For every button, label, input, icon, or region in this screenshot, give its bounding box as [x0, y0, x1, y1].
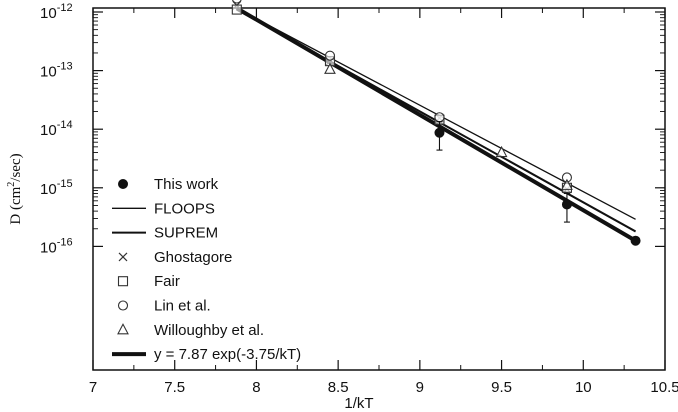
y-tick-label: 10-14	[40, 119, 73, 139]
x-tick-label: 10	[575, 379, 592, 396]
legend-item: SUPREM	[112, 225, 218, 242]
data-point	[434, 112, 445, 123]
legend-label: SUPREM	[154, 225, 218, 242]
data-point	[117, 300, 129, 311]
y-tick-label: 10-16	[40, 236, 73, 256]
x-tick-label: 7	[89, 379, 97, 396]
data-point	[117, 323, 129, 335]
data-point	[495, 145, 508, 158]
x-tick-label: 9.5	[491, 379, 512, 396]
x-tick-label: 9	[416, 379, 424, 396]
data-point	[117, 276, 129, 287]
data-point	[630, 235, 641, 246]
data-point	[118, 252, 128, 262]
legend-item: FLOOPS	[112, 200, 215, 217]
x-tick-label: 7.5	[164, 379, 185, 396]
x-tick-label: 10.5	[650, 379, 678, 396]
data-point	[324, 50, 336, 61]
legend-item: Ghostagore	[118, 249, 232, 266]
data-point	[231, 0, 242, 4]
legend-label: FLOOPS	[154, 200, 215, 217]
legend-label: Lin et al.	[154, 298, 211, 315]
legend-item: Lin et al.	[117, 298, 211, 315]
legend: This work FLOOPS SUPREM Ghostagore Fair Lin e…	[112, 176, 301, 363]
y-tick-label: 10-13	[40, 61, 73, 81]
data-point	[561, 178, 573, 190]
legend-label: This work	[154, 176, 219, 193]
legend-label: Ghostagore	[154, 249, 232, 266]
y-tick-label: 10-12	[40, 2, 73, 22]
data-point	[231, 4, 242, 15]
data-point	[118, 179, 128, 189]
data-point	[324, 62, 336, 74]
legend-item: Willoughby et al.	[117, 322, 264, 339]
legend-item: y = 7.87 exp(-3.75/kT)	[112, 346, 301, 363]
x-tick-label: 8	[252, 379, 260, 396]
legend-item: Fair	[117, 273, 180, 290]
legend-item: This work	[118, 176, 219, 193]
legend-label: Fair	[154, 273, 180, 290]
y-tick-label: 10-15	[40, 178, 73, 198]
legend-label: Willoughby et al.	[154, 322, 264, 339]
x-tick-label: 8.5	[328, 379, 349, 396]
data-point	[561, 199, 572, 210]
x-axis-label: 1/kT	[344, 395, 373, 412]
legend-label: y = 7.87 exp(-3.75/kT)	[154, 346, 301, 363]
data-point	[434, 127, 445, 138]
y-axis-label: D (cm2/sec)	[6, 153, 24, 224]
